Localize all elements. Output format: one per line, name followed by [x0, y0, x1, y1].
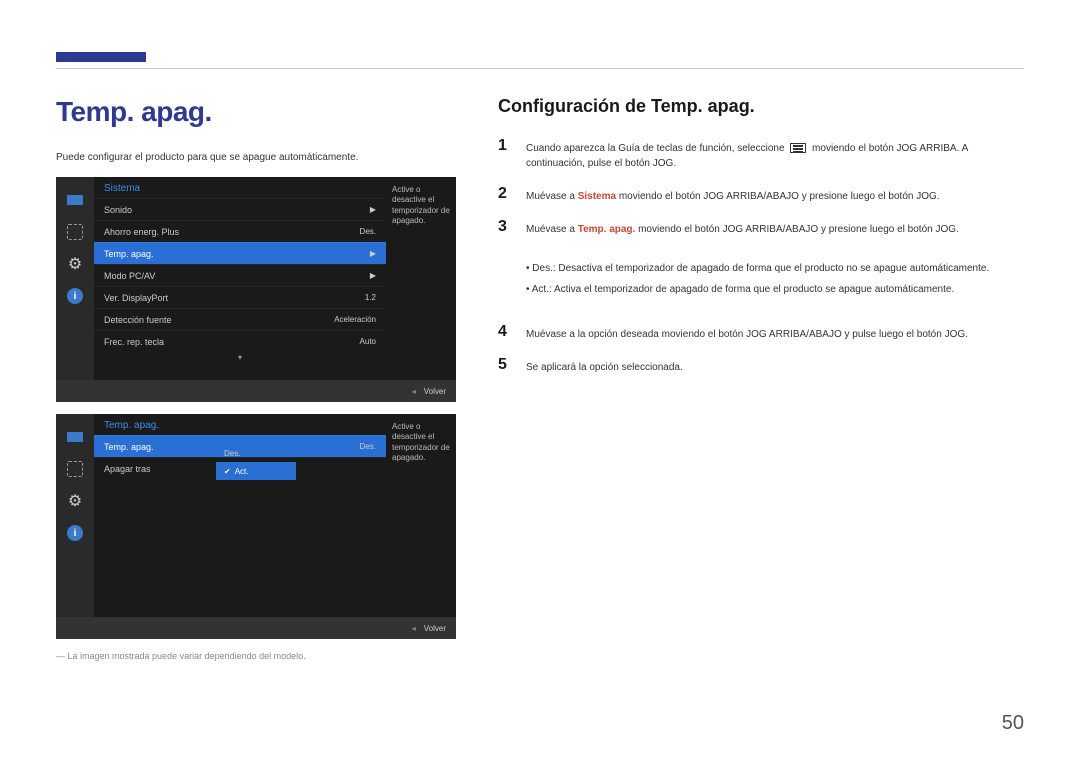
- osd-menu-row[interactable]: Modo PC/AV ▶: [94, 264, 386, 286]
- step: 5 Se aplicará la opción seleccionada.: [498, 356, 1024, 375]
- highlight: Temp. apag.: [578, 224, 636, 235]
- osd-help-text: Active o desactive el temporizador de ap…: [386, 177, 456, 235]
- option-label: Act.: [235, 467, 249, 476]
- osd-menu-row[interactable]: Sonido ▶: [94, 198, 386, 220]
- bullet-highlight: Act.: [532, 284, 549, 295]
- row-value: ▶: [370, 205, 376, 214]
- check-icon: ✔: [224, 467, 231, 476]
- row-label: Apagar tras: [104, 464, 151, 474]
- row-value: Des.: [360, 442, 376, 451]
- osd-menu-row[interactable]: Frec. rep. tecla Auto: [94, 330, 386, 352]
- osd-footer: ◂ Volver: [56, 380, 456, 402]
- row-value: Des.: [360, 227, 376, 236]
- row-label: Modo PC/AV: [104, 271, 155, 281]
- osd-screenshot-sistema: ⚙ i Sistema Sonido ▶ Ahorro energ. Plus Des…: [56, 177, 456, 402]
- step: 3 Muévase a Temp. apag. moviendo el botón…: [498, 218, 1024, 237]
- option-label: Des.: [224, 449, 240, 458]
- osd-menu-row[interactable]: Ver. DisplayPort 1.2: [94, 286, 386, 308]
- osd-menu-row[interactable]: Temp. apag. ▶: [94, 242, 386, 264]
- step-number: 5: [498, 356, 512, 374]
- step: 4 Muévase a la opción deseada moviendo el…: [498, 323, 1024, 342]
- back-arrow-icon[interactable]: ◂: [412, 624, 416, 633]
- picture-icon[interactable]: [62, 187, 88, 213]
- osd-sidebar: ⚙ i: [56, 414, 94, 617]
- header-accent-bar: [56, 52, 146, 62]
- osd-help-text: Active o desactive el temporizador de ap…: [386, 414, 456, 472]
- row-value: ▶: [370, 271, 376, 280]
- row-label: Temp. apag.: [104, 442, 154, 452]
- highlight: Sistema: [578, 191, 616, 202]
- back-arrow-icon[interactable]: ◂: [412, 387, 416, 396]
- bullet-item: Act.: Activa el temporizador de apagado …: [526, 282, 1024, 297]
- section-title: Configuración de Temp. apag.: [498, 96, 1024, 117]
- header-rule: [56, 68, 1024, 69]
- step-number: 1: [498, 137, 512, 155]
- step: 2 Muévase a Sistema moviendo el botón JOG…: [498, 185, 1024, 204]
- osd-footer: ◂ Volver: [56, 617, 456, 639]
- submenu-option[interactable]: Des.: [216, 444, 296, 462]
- step-text: Cuando aparezca la Guía de teclas de fun…: [526, 137, 1024, 171]
- row-label: Frec. rep. tecla: [104, 337, 164, 347]
- bullet-highlight: Des.: [532, 263, 553, 274]
- row-value: ▶: [370, 249, 376, 258]
- menu-icon: [790, 143, 806, 153]
- row-label: Sonido: [104, 205, 132, 215]
- osd-menu-row[interactable]: Ahorro energ. Plus Des.: [94, 220, 386, 242]
- step-text: Muévase a Temp. apag. moviendo el botón …: [526, 218, 959, 237]
- position-icon[interactable]: [62, 456, 88, 482]
- intro-text: Puede configurar el producto para que se…: [56, 152, 456, 163]
- bullet-list: Des.: Desactiva el temporizador de apaga…: [526, 261, 1024, 303]
- bullet-item: Des.: Desactiva el temporizador de apaga…: [526, 261, 1024, 276]
- osd-header: Temp. apag.: [94, 414, 386, 435]
- page-number: 50: [1002, 712, 1024, 735]
- gear-icon[interactable]: ⚙: [62, 251, 88, 277]
- step: 1 Cuando aparezca la Guía de teclas de fu…: [498, 137, 1024, 171]
- info-icon[interactable]: i: [62, 520, 88, 546]
- osd-main-panel: Sistema Sonido ▶ Ahorro energ. Plus Des. Tem…: [94, 177, 386, 380]
- row-value: 1.2: [365, 293, 376, 302]
- row-value: Aceleración: [334, 315, 376, 324]
- step-list: 1 Cuando aparezca la Guía de teclas de fu…: [498, 137, 1024, 375]
- osd-sidebar: ⚙ i: [56, 177, 94, 380]
- step-text: Se aplicará la opción seleccionada.: [526, 356, 683, 375]
- step-number: 4: [498, 323, 512, 341]
- row-label: Ver. DisplayPort: [104, 293, 168, 303]
- back-label[interactable]: Volver: [424, 624, 446, 633]
- osd-submenu: Des. ✔ Act.: [216, 444, 296, 480]
- step-text: Muévase a Sistema moviendo el botón JOG …: [526, 185, 940, 204]
- osd-menu-row[interactable]: Detección fuente Aceleración: [94, 308, 386, 330]
- submenu-option[interactable]: ✔ Act.: [216, 462, 296, 480]
- osd-screenshot-temp-apag: ⚙ i Temp. apag. Temp. apag. Des. Apagar tr…: [56, 414, 456, 639]
- step-text: Muévase a la opción deseada moviendo el …: [526, 323, 968, 342]
- row-label: Detección fuente: [104, 315, 172, 325]
- scroll-down-icon[interactable]: ▾: [94, 352, 386, 363]
- gear-icon[interactable]: ⚙: [62, 488, 88, 514]
- row-label: Temp. apag.: [104, 249, 154, 259]
- page-title: Temp. apag.: [56, 96, 456, 128]
- step-number: 3: [498, 218, 512, 236]
- back-label[interactable]: Volver: [424, 387, 446, 396]
- info-icon[interactable]: i: [62, 283, 88, 309]
- step-number: 2: [498, 185, 512, 203]
- row-label: Ahorro energ. Plus: [104, 227, 179, 237]
- position-icon[interactable]: [62, 219, 88, 245]
- image-footnote: ― La imagen mostrada puede variar depend…: [56, 651, 456, 661]
- osd-header: Sistema: [94, 177, 386, 198]
- row-value: Auto: [360, 337, 376, 346]
- picture-icon[interactable]: [62, 424, 88, 450]
